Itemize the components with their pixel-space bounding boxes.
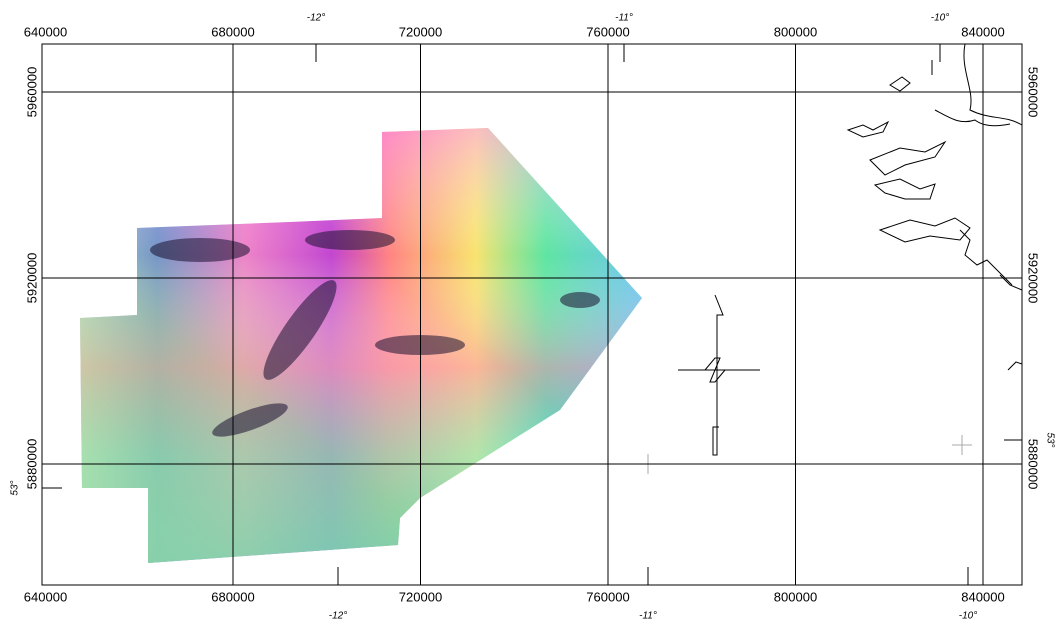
map: 640000 640000 680000 680000 720000 720000 7600… — [0, 0, 1062, 628]
easting-label-bottom: 840000 — [961, 589, 1004, 604]
degree-label: 53° — [10, 480, 21, 495]
easting-label-top: 800000 — [774, 24, 817, 39]
easting-label-bottom: 680000 — [211, 589, 254, 604]
easting-label-bottom: 720000 — [399, 589, 442, 604]
degree-label: 53° — [1044, 432, 1055, 447]
degree-label: -10° — [959, 611, 977, 622]
northing-label-left: 5920000 — [24, 253, 39, 304]
northing-label-right: 5960000 — [1026, 67, 1041, 118]
coastline — [848, 44, 1022, 370]
degree-label: -12° — [307, 13, 325, 24]
easting-label-bottom: 640000 — [24, 589, 67, 604]
easting-label-top: 760000 — [586, 24, 629, 39]
graticule-cross — [638, 435, 972, 474]
easting-label-bottom: 800000 — [774, 589, 817, 604]
easting-label-top: 720000 — [399, 24, 442, 39]
degree-label: -11° — [639, 611, 657, 622]
easting-label-bottom: 760000 — [586, 589, 629, 604]
easting-label-top: 840000 — [961, 24, 1004, 39]
northing-label-right: 5880000 — [1026, 439, 1041, 490]
northing-label-left: 5960000 — [24, 67, 39, 118]
degree-label: -11° — [615, 13, 633, 24]
survey-raster — [70, 120, 650, 570]
easting-label-top: 680000 — [211, 24, 254, 39]
northing-label-left: 5880000 — [24, 439, 39, 490]
northing-label-right: 5920000 — [1026, 253, 1041, 304]
degree-label: -10° — [931, 13, 949, 24]
degree-label: -12° — [329, 611, 347, 622]
line-marker — [678, 295, 760, 455]
easting-label-top: 640000 — [24, 24, 67, 39]
